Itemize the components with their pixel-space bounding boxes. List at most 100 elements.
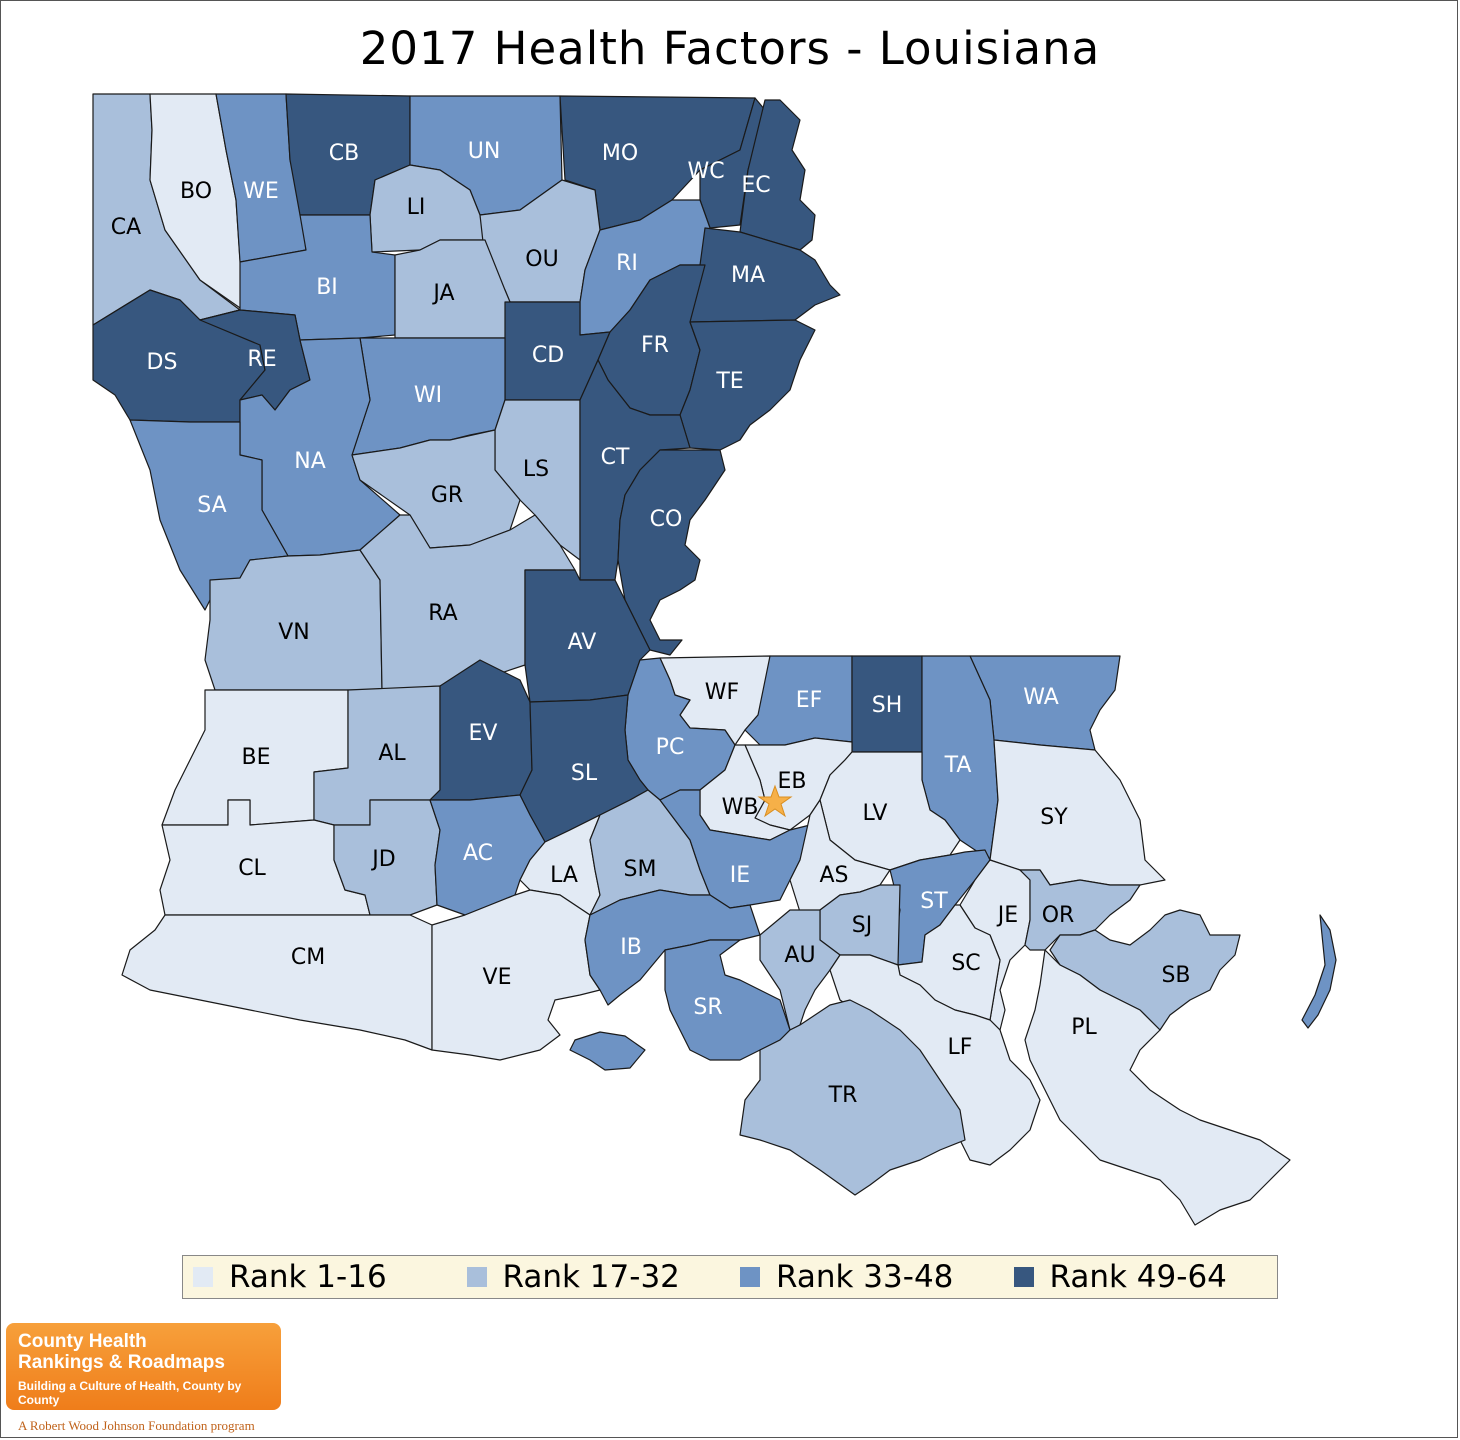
parish-cm[interactable] [121, 914, 433, 1051]
legend-label: Rank 49-64 [1049, 1259, 1227, 1295]
parish-label-tr: TR [828, 1083, 858, 1108]
parish-ec[interactable] [739, 99, 816, 251]
parish-label-ta: TA [944, 753, 972, 778]
parish-label-mo: MO [602, 141, 638, 166]
parish-label-al: AL [378, 741, 406, 766]
parish-label-ra: RA [428, 601, 457, 626]
parish-label-ev: EV [469, 721, 498, 746]
marsh-island [569, 1031, 646, 1071]
parish-label-cl: CL [238, 856, 266, 881]
legend-item-rank-49-64: Rank 49-64 [1004, 1259, 1278, 1295]
legend-swatch [1013, 1267, 1034, 1287]
page-title: 2017 Health Factors - Louisiana [359, 22, 1101, 75]
legend-item-rank-1-16: Rank 1-16 [183, 1259, 457, 1295]
parish-label-av: AV [568, 630, 597, 655]
parish-label-wi: WI [414, 383, 442, 408]
parish-pl[interactable] [1024, 949, 1291, 1226]
parish-label-sy: SY [1040, 805, 1068, 830]
legend-label: Rank 1-16 [229, 1259, 387, 1295]
parish-label-we: WE [243, 179, 279, 204]
parish-label-wa: WA [1023, 685, 1059, 710]
parish-label-st: ST [920, 889, 948, 914]
legend-label: Rank 17-32 [502, 1259, 680, 1295]
parish-label-cb: CB [329, 141, 359, 166]
parish-label-sj: SJ [852, 913, 872, 938]
legend-swatch [466, 1267, 487, 1287]
legend-item-rank-33-48: Rank 33-48 [730, 1259, 1004, 1295]
chandeleur-islands [1301, 914, 1337, 1029]
label-layer: CA BO WE CB UN MO WC EC LI OU RI MA BI JA DS RE CD FR TE WI… [111, 139, 1191, 1108]
parish-label-or: OR [1042, 903, 1075, 928]
parish-label-lv: LV [863, 801, 888, 826]
parish-label-pc: PC [656, 735, 685, 760]
parish-label-li: LI [407, 195, 426, 220]
parish-label-te: TE [715, 369, 743, 394]
parish-label-ac: AC [463, 841, 493, 866]
parish-label-ib: IB [620, 935, 642, 960]
parish-label-je: JE [996, 903, 1018, 928]
parish-label-be: BE [242, 745, 271, 770]
parish-label-na: NA [294, 449, 326, 474]
legend-label: Rank 33-48 [776, 1259, 954, 1295]
parish-ve[interactable] [431, 889, 601, 1061]
legend-swatch [740, 1267, 760, 1287]
parish-label-sr: SR [693, 995, 722, 1020]
logo-tagline: Building a Culture of Health, County by … [18, 1379, 242, 1407]
state-capital-star-icon [757, 784, 793, 818]
parish-label-jd: JD [370, 847, 395, 872]
parish-label-sb: SB [1161, 963, 1190, 988]
parish-tr[interactable] [739, 999, 966, 1196]
parish-label-as: AS [819, 863, 848, 888]
parish-label-ve: VE [483, 965, 512, 990]
parish-label-ri: RI [616, 251, 638, 276]
parish-label-eb: EB [778, 769, 807, 794]
legend-swatch [193, 1267, 213, 1287]
parish-label-sa: SA [197, 493, 226, 518]
parish-label-ef: EF [796, 688, 823, 713]
parish-label-cd: CD [532, 343, 564, 368]
parish-label-fr: FR [641, 333, 669, 358]
logo-title-line1: County Health [18, 1331, 147, 1352]
parish-label-ou: OU [525, 247, 558, 272]
parish-label-ds: DS [147, 350, 178, 375]
legend: Rank 1-16 Rank 17-32 Rank 33-48 Rank 49-… [182, 1255, 1278, 1299]
parish-label-la: LA [550, 863, 578, 888]
parish-ac[interactable] [429, 794, 546, 916]
parish-label-sl: SL [571, 761, 598, 786]
parish-label-au: AU [784, 943, 815, 968]
parish-au[interactable] [759, 909, 841, 1031]
parish-co[interactable] [617, 449, 726, 656]
parish-label-wf: WF [705, 680, 739, 705]
parish-label-ma: MA [731, 263, 765, 288]
rwjf-program-note: A Robert Wood Johnson Foundation program [18, 1418, 255, 1433]
parish-label-ie: IE [730, 863, 750, 888]
parish-label-ec: EC [741, 173, 770, 198]
parish-label-sh: SH [872, 693, 903, 718]
parish-label-wb: WB [722, 795, 759, 820]
logo-title-line2: Rankings & Roadmaps [18, 1352, 225, 1373]
parish-label-bo: BO [180, 179, 212, 204]
parish-te[interactable] [679, 319, 816, 451]
parish-label-co: CO [650, 507, 683, 532]
parish-sy[interactable] [989, 739, 1166, 886]
county-health-rankings-logo[interactable]: County Health Rankings & Roadmaps Buildi… [6, 1323, 281, 1410]
parish-label-ct: CT [601, 445, 630, 470]
parish-label-ca: CA [111, 215, 141, 240]
parish-label-un: UN [468, 139, 501, 164]
parish-label-ja: JA [431, 281, 454, 306]
parish-label-sc: SC [951, 951, 980, 976]
parish-label-pl: PL [1071, 1015, 1097, 1040]
parish-label-cm: CM [291, 945, 325, 970]
parish-label-ls: LS [523, 457, 549, 482]
legend-item-rank-17-32: Rank 17-32 [457, 1259, 731, 1295]
parish-label-vn: VN [278, 620, 310, 645]
parish-label-re: RE [247, 347, 276, 372]
parish-label-gr: GR [431, 483, 463, 508]
parish-label-wc: WC [687, 159, 724, 184]
parish-label-bi: BI [316, 275, 338, 300]
parish-layer [92, 93, 1337, 1226]
parish-label-sm: SM [624, 857, 657, 882]
parish-label-lf: LF [948, 1035, 973, 1060]
